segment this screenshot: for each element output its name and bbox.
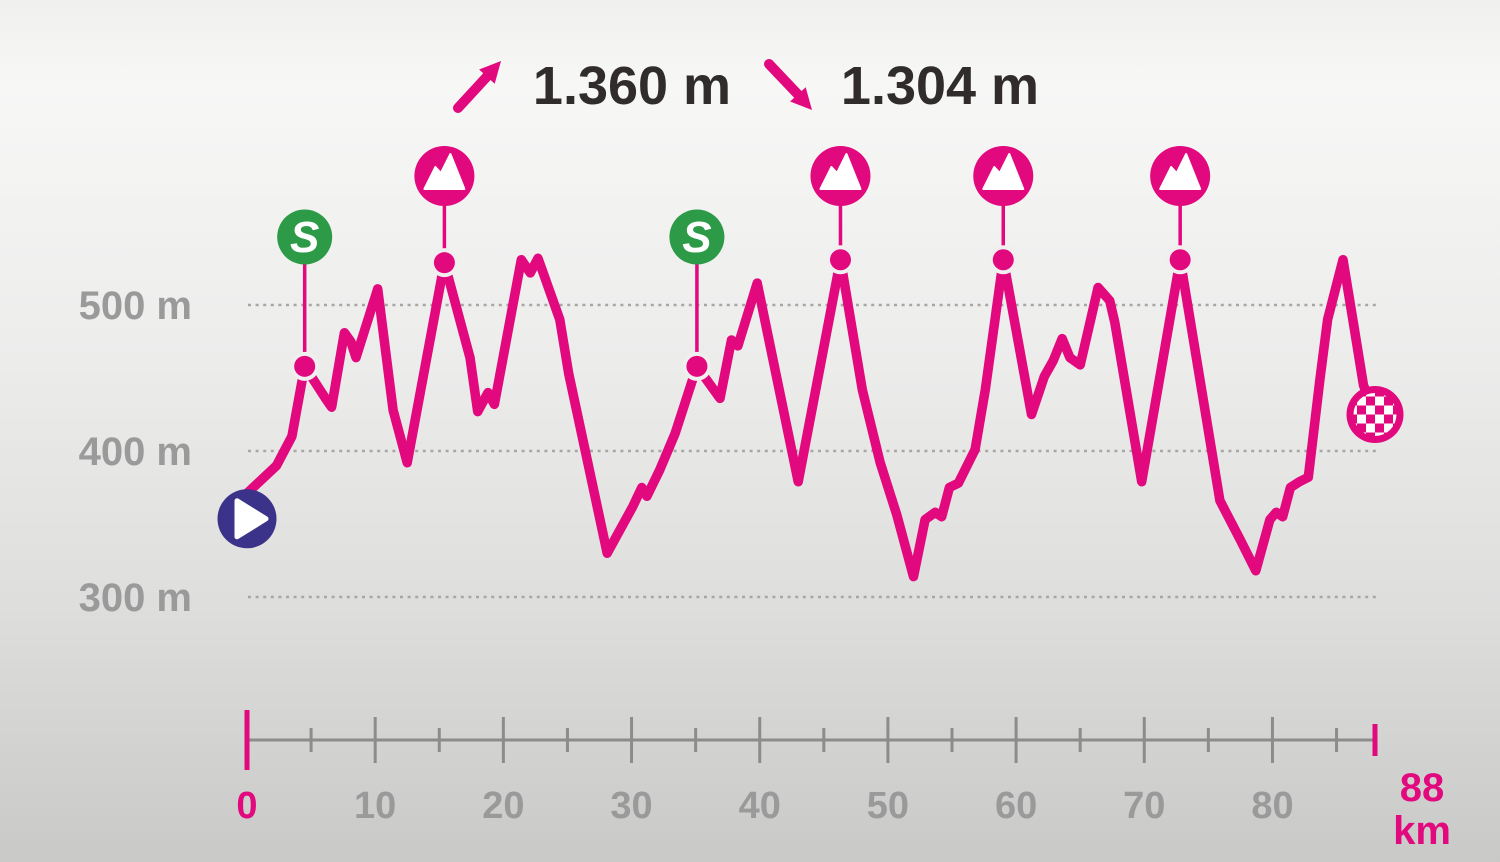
x-axis-label-60: 60 [995,785,1037,827]
sprint-icon: S [277,209,333,265]
checker-square [1357,396,1366,406]
sprint-circle [277,209,333,265]
kom-marker-3 [973,146,1034,260]
marker-dot [686,355,708,377]
sprint-letter: S [682,213,711,262]
y-axis-label-400: 400 m [79,430,192,474]
descent-arrow-icon [764,59,812,110]
sprint-marker-1: S [277,209,333,367]
kom-marker-1 [414,146,475,263]
sprint-marker-2: S [669,209,725,367]
x-axis-label-80: 80 [1251,785,1293,827]
x-axis-label-40: 40 [739,785,781,827]
checker-square [1375,432,1384,436]
y-axis-label-300: 300 m [79,576,192,620]
total-descent-value: 1.304 m [841,56,1039,116]
mountain-glyph [1159,153,1202,190]
kom-marker-4 [1150,146,1211,260]
x-axis-label-20: 20 [482,785,524,827]
sprint-point-dot [682,351,712,381]
x-end-label-value: 88 [1400,766,1445,810]
checker-square [1353,405,1357,415]
gridlines [248,303,1377,599]
y-axis-label-500: 500 m [79,284,192,328]
x-axis-label-50: 50 [867,785,909,827]
play-icon [234,498,269,540]
checker-square [1357,414,1366,424]
kom-point-dot [825,245,855,275]
x-axis-label-10: 10 [354,785,396,827]
checkered-flag-icon [1346,386,1404,443]
x-axis-label-30: 30 [610,785,652,827]
checker-square [1375,414,1384,424]
marker-dot [829,249,851,271]
x-axis-label-70: 70 [1123,785,1165,827]
checker-square [1366,405,1375,415]
mountain-glyph [982,153,1025,190]
sprint-point-dot [290,351,320,381]
marker-dot [294,355,316,377]
x-axis-label-0: 0 [236,785,257,827]
mountain-icon [973,146,1034,206]
mountain-glyph [819,153,862,190]
checker-square [1384,405,1393,415]
kom-point-dot [988,245,1018,275]
kom-marker-2 [810,146,871,260]
kom-point-dot [1165,245,1195,275]
mountain-icon [1150,146,1211,206]
checker-square [1393,414,1397,424]
kom-point-dot [429,248,459,278]
total-ascent-value: 1.360 m [533,56,731,116]
mountain-glyph [423,153,466,190]
start-marker [217,489,277,549]
sprint-circle [669,209,725,265]
sprint-icon: S [669,209,725,265]
x-end-label-unit: km [1393,809,1451,853]
checker-square [1375,396,1384,406]
sprint-letter: S [290,213,319,262]
mountain-icon [414,146,475,206]
checker-square [1366,393,1375,397]
checker-square [1366,423,1375,433]
finish-marker [1346,386,1404,443]
mountain-icon [810,146,871,206]
marker-dot [992,249,1014,271]
header-stats: 1.360 m 1.304 m [453,56,1039,116]
marker-dot [433,252,455,274]
checker-square [1384,423,1393,433]
y-axis-labels: 500 m 400 m 300 m [79,284,192,620]
ascent-arrow-icon [453,61,501,113]
marker-dot [1169,249,1191,271]
